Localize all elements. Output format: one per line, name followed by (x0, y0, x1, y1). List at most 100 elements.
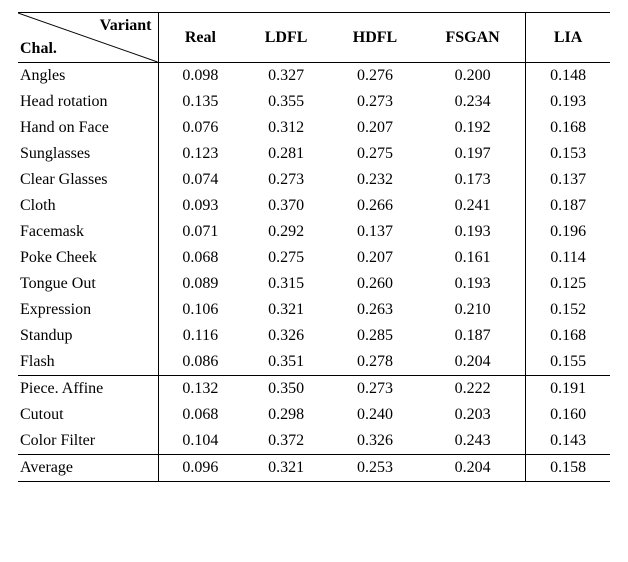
value-cell: 0.232 (330, 167, 420, 193)
value-cell: 0.187 (526, 193, 610, 219)
value-cell: 0.071 (158, 219, 242, 245)
value-cell: 0.326 (330, 428, 420, 455)
value-cell: 0.372 (242, 428, 330, 455)
value-cell: 0.168 (526, 115, 610, 141)
row-label: Standup (18, 323, 158, 349)
value-cell: 0.076 (158, 115, 242, 141)
value-cell: 0.123 (158, 141, 242, 167)
value-cell: 0.116 (158, 323, 242, 349)
value-cell: 0.137 (330, 219, 420, 245)
value-cell: 0.125 (526, 271, 610, 297)
value-cell: 0.200 (420, 63, 526, 90)
value-cell: 0.273 (242, 167, 330, 193)
value-cell: 0.260 (330, 271, 420, 297)
table-row: Facemask0.0710.2920.1370.1930.196 (18, 219, 610, 245)
value-cell: 0.114 (526, 245, 610, 271)
table-row: Hand on Face0.0760.3120.2070.1920.168 (18, 115, 610, 141)
value-cell: 0.204 (420, 349, 526, 376)
col-header: LDFL (242, 13, 330, 63)
table-row: Angles0.0980.3270.2760.2000.148 (18, 63, 610, 90)
value-cell: 0.074 (158, 167, 242, 193)
value-cell: 0.326 (242, 323, 330, 349)
value-cell: 0.193 (420, 271, 526, 297)
value-cell: 0.292 (242, 219, 330, 245)
row-label: Cloth (18, 193, 158, 219)
value-cell: 0.168 (526, 323, 610, 349)
value-cell: 0.207 (330, 115, 420, 141)
table-row: Average0.0960.3210.2530.2040.158 (18, 455, 610, 482)
row-label: Flash (18, 349, 158, 376)
col-header: LIA (526, 13, 610, 63)
table-row: Color Filter0.1040.3720.3260.2430.143 (18, 428, 610, 455)
row-label: Sunglasses (18, 141, 158, 167)
value-cell: 0.350 (242, 376, 330, 403)
table-row: Flash0.0860.3510.2780.2040.155 (18, 349, 610, 376)
value-cell: 0.312 (242, 115, 330, 141)
value-cell: 0.275 (330, 141, 420, 167)
value-cell: 0.204 (420, 455, 526, 482)
value-cell: 0.068 (158, 245, 242, 271)
value-cell: 0.210 (420, 297, 526, 323)
row-label: Facemask (18, 219, 158, 245)
header-row: Variant Chal. Real LDFL HDFL FSGAN LIA (18, 13, 610, 63)
value-cell: 0.187 (420, 323, 526, 349)
row-label: Hand on Face (18, 115, 158, 141)
value-cell: 0.253 (330, 455, 420, 482)
value-cell: 0.137 (526, 167, 610, 193)
row-label: Angles (18, 63, 158, 90)
row-label: Clear Glasses (18, 167, 158, 193)
value-cell: 0.161 (420, 245, 526, 271)
table-row: Tongue Out0.0890.3150.2600.1930.125 (18, 271, 610, 297)
value-cell: 0.321 (242, 455, 330, 482)
value-cell: 0.106 (158, 297, 242, 323)
value-cell: 0.281 (242, 141, 330, 167)
value-cell: 0.143 (526, 428, 610, 455)
row-label: Expression (18, 297, 158, 323)
table-row: Piece. Affine0.1320.3500.2730.2220.191 (18, 376, 610, 403)
value-cell: 0.155 (526, 349, 610, 376)
table-row: Poke Cheek0.0680.2750.2070.1610.114 (18, 245, 610, 271)
diag-top-label: Variant (100, 17, 152, 35)
value-cell: 0.160 (526, 402, 610, 428)
value-cell: 0.153 (526, 141, 610, 167)
row-label: Color Filter (18, 428, 158, 455)
data-table: Variant Chal. Real LDFL HDFL FSGAN LIA A… (18, 12, 610, 482)
value-cell: 0.273 (330, 89, 420, 115)
value-cell: 0.086 (158, 349, 242, 376)
value-cell: 0.321 (242, 297, 330, 323)
table-body: Angles0.0980.3270.2760.2000.148Head rota… (18, 63, 610, 482)
value-cell: 0.096 (158, 455, 242, 482)
value-cell: 0.298 (242, 402, 330, 428)
col-header: Real (158, 13, 242, 63)
table-row: Cloth0.0930.3700.2660.2410.187 (18, 193, 610, 219)
table-row: Expression0.1060.3210.2630.2100.152 (18, 297, 610, 323)
value-cell: 0.207 (330, 245, 420, 271)
value-cell: 0.148 (526, 63, 610, 90)
value-cell: 0.222 (420, 376, 526, 403)
table-row: Head rotation0.1350.3550.2730.2340.193 (18, 89, 610, 115)
value-cell: 0.193 (526, 89, 610, 115)
value-cell: 0.196 (526, 219, 610, 245)
col-header: FSGAN (420, 13, 526, 63)
value-cell: 0.098 (158, 63, 242, 90)
value-cell: 0.203 (420, 402, 526, 428)
value-cell: 0.276 (330, 63, 420, 90)
value-cell: 0.278 (330, 349, 420, 376)
row-label: Cutout (18, 402, 158, 428)
value-cell: 0.285 (330, 323, 420, 349)
value-cell: 0.355 (242, 89, 330, 115)
value-cell: 0.089 (158, 271, 242, 297)
value-cell: 0.193 (420, 219, 526, 245)
row-label: Head rotation (18, 89, 158, 115)
value-cell: 0.068 (158, 402, 242, 428)
value-cell: 0.158 (526, 455, 610, 482)
value-cell: 0.093 (158, 193, 242, 219)
value-cell: 0.152 (526, 297, 610, 323)
value-cell: 0.243 (420, 428, 526, 455)
row-label: Poke Cheek (18, 245, 158, 271)
value-cell: 0.327 (242, 63, 330, 90)
value-cell: 0.273 (330, 376, 420, 403)
row-label: Average (18, 455, 158, 482)
diag-bottom-label: Chal. (20, 40, 57, 58)
value-cell: 0.266 (330, 193, 420, 219)
